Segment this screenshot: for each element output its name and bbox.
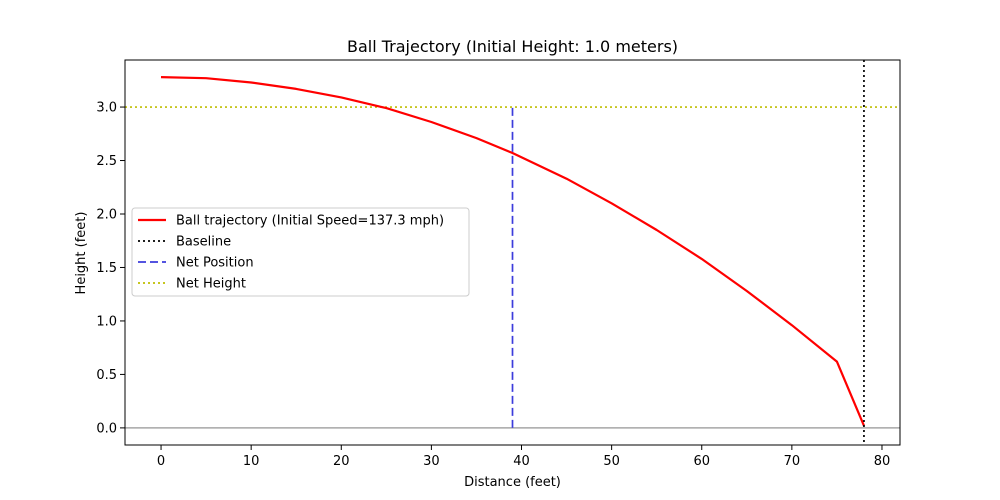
x-tick-label: 50 <box>603 454 620 469</box>
series-ball-trajectory-line <box>160 76 866 427</box>
x-tick-label: 10 <box>243 454 260 469</box>
legend-entry: Ball trajectory (Initial Speed=137.3 mph… <box>176 214 444 229</box>
y-tick-label: 0.5 <box>96 368 117 383</box>
legend-box <box>131 207 470 297</box>
y-tick-label: 1.5 <box>96 261 117 276</box>
legend-entry: Net Height <box>176 277 246 292</box>
y-tick-label: 2.0 <box>96 208 117 223</box>
x-axis-title: Distance (feet) <box>464 475 561 490</box>
x-tick-label: 0 <box>157 454 165 469</box>
chart-title: Ball Trajectory (Initial Height: 1.0 met… <box>347 37 678 56</box>
x-tick-label: 20 <box>333 454 350 469</box>
legend-entry: Net Position <box>176 256 254 271</box>
y-axis-title: Height (feet) <box>74 212 89 295</box>
y-tick-label: 2.5 <box>96 154 117 169</box>
x-tick-label: 40 <box>513 454 530 469</box>
x-tick-label: 80 <box>874 454 891 469</box>
y-tick-label: 1.0 <box>96 314 117 329</box>
y-tick-label: 0.0 <box>96 421 117 436</box>
plot-frame <box>124 59 901 446</box>
x-tick-label: 60 <box>693 454 710 469</box>
x-tick-label: 30 <box>423 454 440 469</box>
legend-entry: Baseline <box>176 235 231 250</box>
y-tick-label: 3.0 <box>96 101 117 116</box>
x-tick-label: 70 <box>784 454 801 469</box>
